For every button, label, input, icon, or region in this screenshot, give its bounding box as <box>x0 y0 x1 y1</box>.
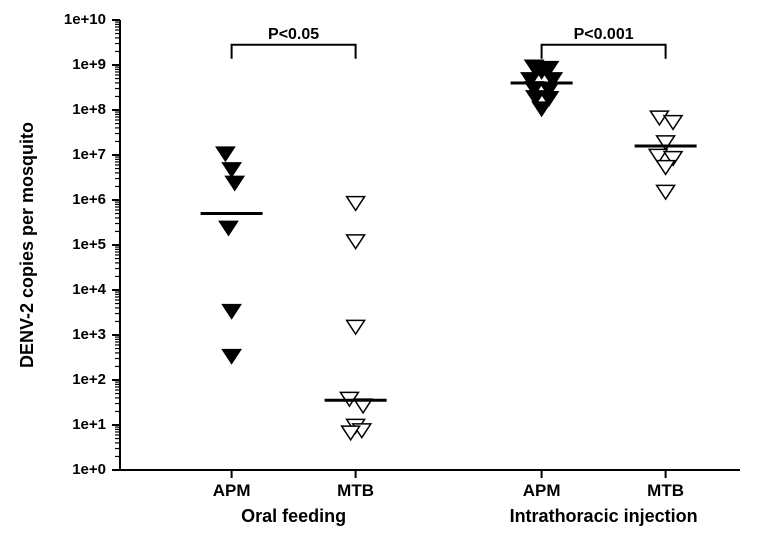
y-tick-label: 1e+1 <box>72 416 106 433</box>
y-tick-label: 1e+7 <box>72 146 106 163</box>
x-group-label: Intrathoracic injection <box>510 506 698 526</box>
significance-label: P<0.05 <box>268 26 319 43</box>
chart-container: 1e+0 1e+1 1e+2 1e+3 1e+4 1e+5 1e+6 1e+7 1e+8 1e+9… <box>0 0 766 557</box>
y-tick-label: 1e+3 <box>72 326 106 343</box>
y-axis-label: DENV-2 copies per mosquito <box>17 122 37 368</box>
x-sub-label: APM <box>213 481 251 500</box>
y-tick-label: 1e+6 <box>72 191 106 208</box>
y-tick-label: 1e+0 <box>72 461 106 478</box>
scatter-chart: 1e+0 1e+1 1e+2 1e+3 1e+4 1e+5 1e+6 1e+7 1e+8 1e+9… <box>0 0 766 557</box>
significance-label: P<0.001 <box>574 26 634 43</box>
y-tick-label: 1e+10 <box>64 11 106 28</box>
x-sub-label: MTB <box>647 481 684 500</box>
x-sub-label: APM <box>523 481 561 500</box>
x-group-label: Oral feeding <box>241 506 346 526</box>
y-tick-label: 1e+8 <box>72 101 106 118</box>
y-tick-label: 1e+9 <box>72 56 106 73</box>
y-tick-label: 1e+4 <box>72 281 106 298</box>
y-tick-label: 1e+5 <box>72 236 106 253</box>
y-tick-label: 1e+2 <box>72 371 106 388</box>
x-sub-label: MTB <box>337 481 374 500</box>
